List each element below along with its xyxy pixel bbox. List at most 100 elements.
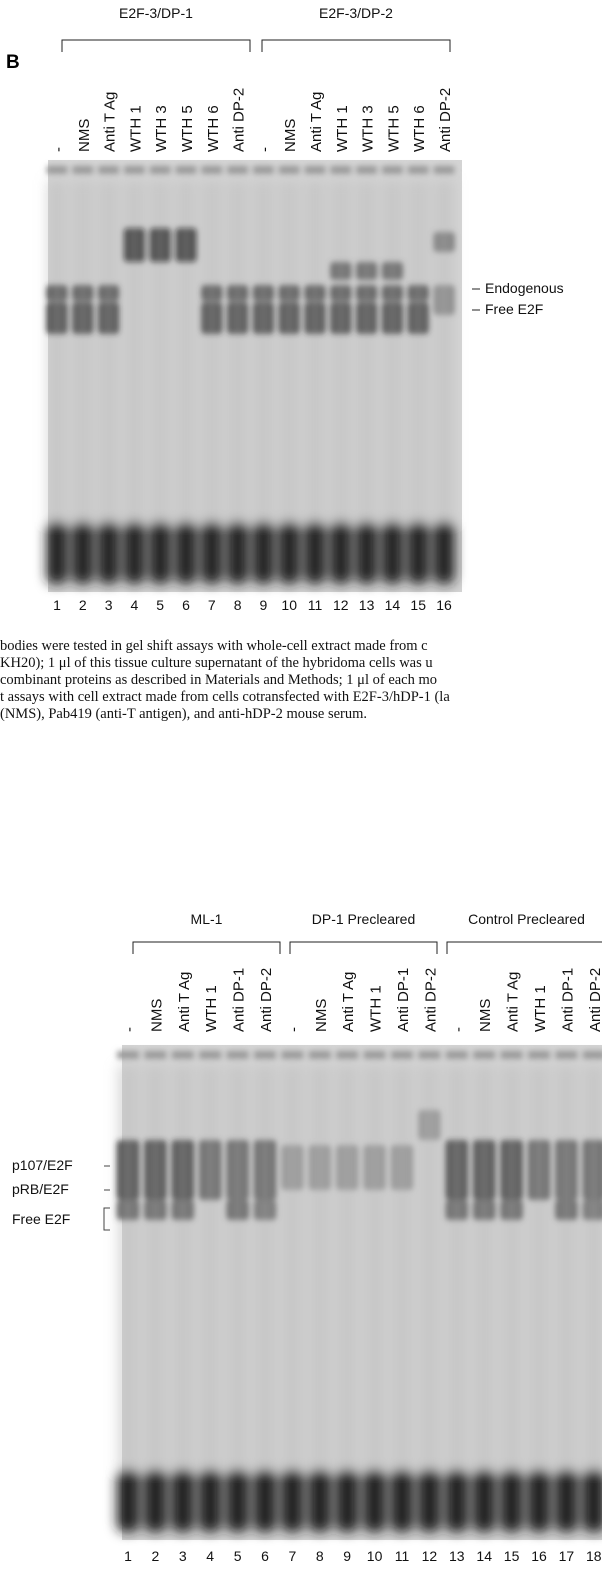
caption-line: (NMS), Pab419 (anti-T antigen), and anti…	[0, 706, 367, 722]
lane-label: WTH 5	[179, 105, 196, 152]
free-probe	[305, 522, 326, 584]
lane-smear	[227, 180, 248, 522]
lane-label: NMS	[282, 119, 299, 152]
free-probe	[72, 522, 93, 584]
lane-label: WTH 3	[153, 105, 170, 152]
well	[446, 1051, 468, 1059]
lane-number: 5	[156, 597, 164, 613]
well	[501, 1051, 523, 1059]
lane-label: Anti T Ag	[505, 972, 522, 1032]
free-probe	[391, 1470, 413, 1532]
free-probe	[227, 1470, 249, 1532]
lane-label: Anti T Ag	[176, 972, 193, 1032]
bracket	[290, 942, 437, 954]
lane-number: 3	[105, 597, 113, 613]
well	[98, 166, 119, 174]
well	[336, 1051, 358, 1059]
free-probe	[199, 1470, 221, 1532]
lane-label: -	[121, 1027, 138, 1032]
lane-number: 13	[359, 597, 375, 613]
lane-label: WTH 1	[203, 985, 220, 1032]
well	[227, 1051, 249, 1059]
free-probe	[418, 1470, 440, 1532]
lane-smear	[555, 1065, 577, 1470]
lane-smear	[199, 1065, 221, 1470]
free-probe	[382, 522, 403, 584]
lane-smear	[434, 180, 455, 522]
well	[124, 166, 145, 174]
lane-number: 2	[152, 1548, 160, 1564]
free-probe	[408, 522, 429, 584]
free-probe	[364, 1470, 386, 1532]
lane-number: 14	[476, 1548, 492, 1564]
lane-smear	[176, 180, 197, 522]
caption-line: KH20); 1 μl of this tissue culture super…	[0, 655, 433, 671]
lane-number: 11	[395, 1548, 410, 1564]
well	[528, 1051, 550, 1059]
lane-label: WTH 6	[411, 105, 428, 152]
lane-label: NMS	[148, 999, 165, 1032]
lane-number: 7	[208, 597, 216, 613]
lane-label: NMS	[477, 999, 494, 1032]
lane-smear	[172, 1065, 194, 1470]
well	[254, 1051, 276, 1059]
lane-number: 5	[234, 1548, 242, 1564]
lane-smear	[253, 180, 274, 522]
lane-smear	[227, 1065, 249, 1470]
well	[117, 1051, 139, 1059]
lane-number: 9	[343, 1548, 351, 1564]
group-label: DP-1 Precleared	[312, 911, 416, 927]
lane-number: 6	[261, 1548, 269, 1564]
well	[150, 166, 171, 174]
lane-label: Anti DP-2	[437, 88, 454, 152]
free-probe	[253, 522, 274, 584]
lane-number: 11	[308, 597, 323, 613]
free-probe	[446, 1470, 468, 1532]
lane-label: Anti DP-2	[587, 968, 602, 1032]
free-probe	[124, 522, 145, 584]
lane-label: WTH 1	[368, 985, 385, 1032]
lane-label: Anti T Ag	[340, 972, 357, 1032]
band-label: Free E2F	[485, 301, 543, 317]
lane-number: 9	[260, 597, 268, 613]
well	[47, 166, 68, 174]
free-probe	[98, 522, 119, 584]
lane-smear	[279, 180, 300, 522]
well	[309, 1051, 331, 1059]
bracket	[62, 40, 250, 52]
free-probe	[279, 522, 300, 584]
lane-number: 6	[182, 597, 190, 613]
lane-number: 10	[367, 1548, 383, 1564]
lane-label: Anti DP-2	[231, 88, 248, 152]
bracket	[133, 942, 280, 954]
lane-smear	[72, 180, 93, 522]
well	[281, 1051, 303, 1059]
group-label: Control Precleared	[468, 911, 585, 927]
group-label: E2F-3/DP-1	[119, 5, 193, 21]
lane-label: -	[50, 147, 67, 152]
free-probe	[583, 1470, 602, 1532]
lane-label: Anti DP-1	[231, 968, 248, 1032]
lane-label: Anti DP-1	[559, 968, 576, 1032]
lane-number: 1	[53, 597, 61, 613]
free-probe	[281, 1470, 303, 1532]
lane-label: Anti T Ag	[308, 92, 325, 152]
well	[391, 1051, 413, 1059]
lane-number: 17	[559, 1548, 575, 1564]
lane-number: 8	[316, 1548, 324, 1564]
figure: B E2F-3/DP-1E2F-3/DP-2-1NMS2Anti T Ag3WT…	[0, 0, 602, 1576]
group-label: ML-1	[191, 911, 223, 927]
lane-smear	[144, 1065, 166, 1470]
lane-smear	[446, 1065, 468, 1470]
band-label: p107/E2F	[12, 1157, 73, 1173]
lane-number: 12	[422, 1548, 438, 1564]
lane-smear	[382, 180, 403, 522]
lane-smear	[418, 1065, 440, 1470]
lane-number: 8	[234, 597, 242, 613]
free-probe	[501, 1470, 523, 1532]
lane-number: 18	[586, 1548, 602, 1564]
lane-number: 16	[531, 1548, 547, 1564]
lane-smear	[336, 1065, 358, 1470]
well	[72, 166, 93, 174]
lane-smear	[254, 1065, 276, 1470]
